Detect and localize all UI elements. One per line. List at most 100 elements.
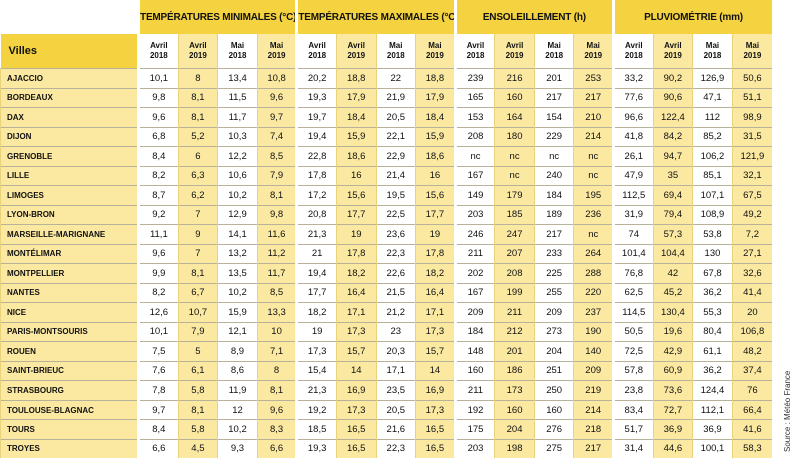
value-cell: 85,2	[692, 126, 733, 147]
value-cell: 153	[453, 107, 495, 128]
value-cell: 8,1	[177, 107, 218, 128]
value-cell: 175	[453, 419, 495, 440]
value-cell: 7,5	[137, 341, 179, 362]
value-cell: 16,9	[415, 380, 456, 401]
value-cell: 10	[256, 321, 297, 342]
value-cell: 15,6	[335, 185, 377, 206]
city-name: BORDEAUX	[0, 87, 139, 108]
value-cell: 190	[573, 321, 614, 342]
subheader: Mai 2018	[533, 34, 574, 69]
value-cell: 42	[652, 263, 693, 284]
value-cell: 76,8	[612, 263, 654, 284]
value-cell: 18,6	[335, 146, 377, 167]
value-cell: 199	[494, 282, 535, 303]
value-cell: 22,1	[375, 126, 416, 147]
value-cell: 160	[533, 399, 574, 420]
value-cell: 12	[217, 399, 258, 420]
value-cell: 31,9	[612, 204, 654, 225]
value-cell: 58,3	[731, 438, 772, 458]
value-cell: 165	[453, 87, 495, 108]
value-cell: 12,1	[217, 321, 258, 342]
value-cell: 44,6	[652, 438, 693, 458]
group-header: PLUVIOMÉTRIE (mm)	[612, 0, 772, 34]
subheader-year: 2019	[426, 51, 444, 60]
value-cell: 20,3	[375, 341, 416, 362]
value-cell: 18,6	[415, 146, 456, 167]
value-cell: 122,4	[652, 107, 693, 128]
subheader: Avril 2018	[453, 34, 495, 69]
value-cell: 31,4	[612, 438, 654, 458]
row: NICE 12,6 10,7 15,9 13,3 18,2 17,1 21,2 17,1 209 2…	[0, 302, 772, 323]
value-cell: 195	[573, 185, 614, 206]
value-cell: 27,1	[731, 243, 772, 264]
row: AJACCIO 10,1 8 13,4 10,8 20,2 18,8 22 18,8 239 216…	[0, 68, 772, 89]
value-cell: 16	[415, 165, 456, 186]
value-cell: 9,9	[137, 263, 179, 284]
value-cell: 17,9	[415, 87, 456, 108]
value-cell: 17,7	[295, 282, 337, 303]
value-cell: 90,2	[652, 68, 693, 89]
subheader-year: 2019	[267, 51, 286, 60]
subheader-month: Avril	[347, 41, 365, 50]
value-cell: 236	[573, 204, 614, 225]
value-cell: 11,6	[256, 224, 297, 245]
value-cell: 51,1	[731, 87, 772, 108]
value-cell: 7,9	[177, 321, 218, 342]
value-cell: 55,3	[692, 302, 733, 323]
subheader-year: 2018	[386, 51, 405, 60]
subheader: Avril 2019	[652, 34, 693, 69]
value-cell: 17,1	[415, 302, 456, 323]
row: PARIS-MONTSOURIS 10,1 7,9 12,1 10 19 17,3 23 17,…	[0, 321, 772, 342]
city-name: PARIS-MONTSOURIS	[0, 321, 139, 342]
value-cell: 217	[573, 87, 614, 108]
value-cell: 17,9	[335, 87, 377, 108]
value-cell: 201	[494, 341, 535, 362]
value-cell: 11,2	[256, 243, 297, 264]
value-cell: 9,6	[256, 87, 297, 108]
value-cell: 74	[612, 224, 654, 245]
subheader-month: Mai	[745, 41, 760, 50]
value-cell: 8,5	[256, 146, 297, 167]
value-cell: 6,7	[177, 282, 218, 303]
value-cell: 167	[453, 165, 495, 186]
value-cell: 233	[533, 243, 574, 264]
group-header-row: TEMPÉRATURES MINIMALES (°C) TEMPÉRATURES …	[0, 0, 772, 34]
value-cell: nc	[573, 146, 614, 167]
subheader-year: 2018	[149, 51, 168, 60]
value-cell: 15,6	[415, 185, 456, 206]
value-cell: 239	[453, 68, 495, 89]
value-cell: 218	[573, 419, 614, 440]
value-cell: 7,6	[137, 360, 179, 381]
value-cell: 90,6	[652, 87, 693, 108]
value-cell: 173	[494, 380, 535, 401]
value-cell: 6	[177, 146, 218, 167]
value-cell: 19,4	[295, 126, 337, 147]
subheader: Mai 2018	[217, 34, 258, 69]
value-cell: 17,8	[415, 243, 456, 264]
value-cell: 192	[453, 399, 495, 420]
value-cell: 23,6	[375, 224, 416, 245]
value-cell: 19	[335, 224, 377, 245]
subheader-month: Mai	[705, 41, 720, 50]
value-cell: 5,8	[177, 419, 218, 440]
value-cell: 21,3	[295, 380, 337, 401]
subheader-year: 2019	[663, 51, 682, 60]
value-cell: 217	[573, 438, 614, 458]
value-cell: 208	[453, 126, 495, 147]
city-name: MONTÉLIMAR	[0, 243, 139, 264]
subheader: Avril 2019	[177, 34, 218, 69]
value-cell: 100,1	[692, 438, 733, 458]
value-cell: 26,1	[612, 146, 654, 167]
value-cell: 8,6	[217, 360, 258, 381]
subheader-month: Avril	[308, 41, 326, 50]
value-cell: 15,7	[335, 341, 377, 362]
value-cell: 160	[453, 360, 495, 381]
value-cell: 6,8	[137, 126, 179, 147]
value-cell: 73,6	[652, 380, 693, 401]
value-cell: 51,7	[612, 419, 654, 440]
value-cell: 167	[453, 282, 495, 303]
value-cell: 10,2	[217, 282, 258, 303]
value-cell: 209	[573, 360, 614, 381]
value-cell: 7,9	[256, 165, 297, 186]
value-cell: 17,8	[295, 165, 337, 186]
